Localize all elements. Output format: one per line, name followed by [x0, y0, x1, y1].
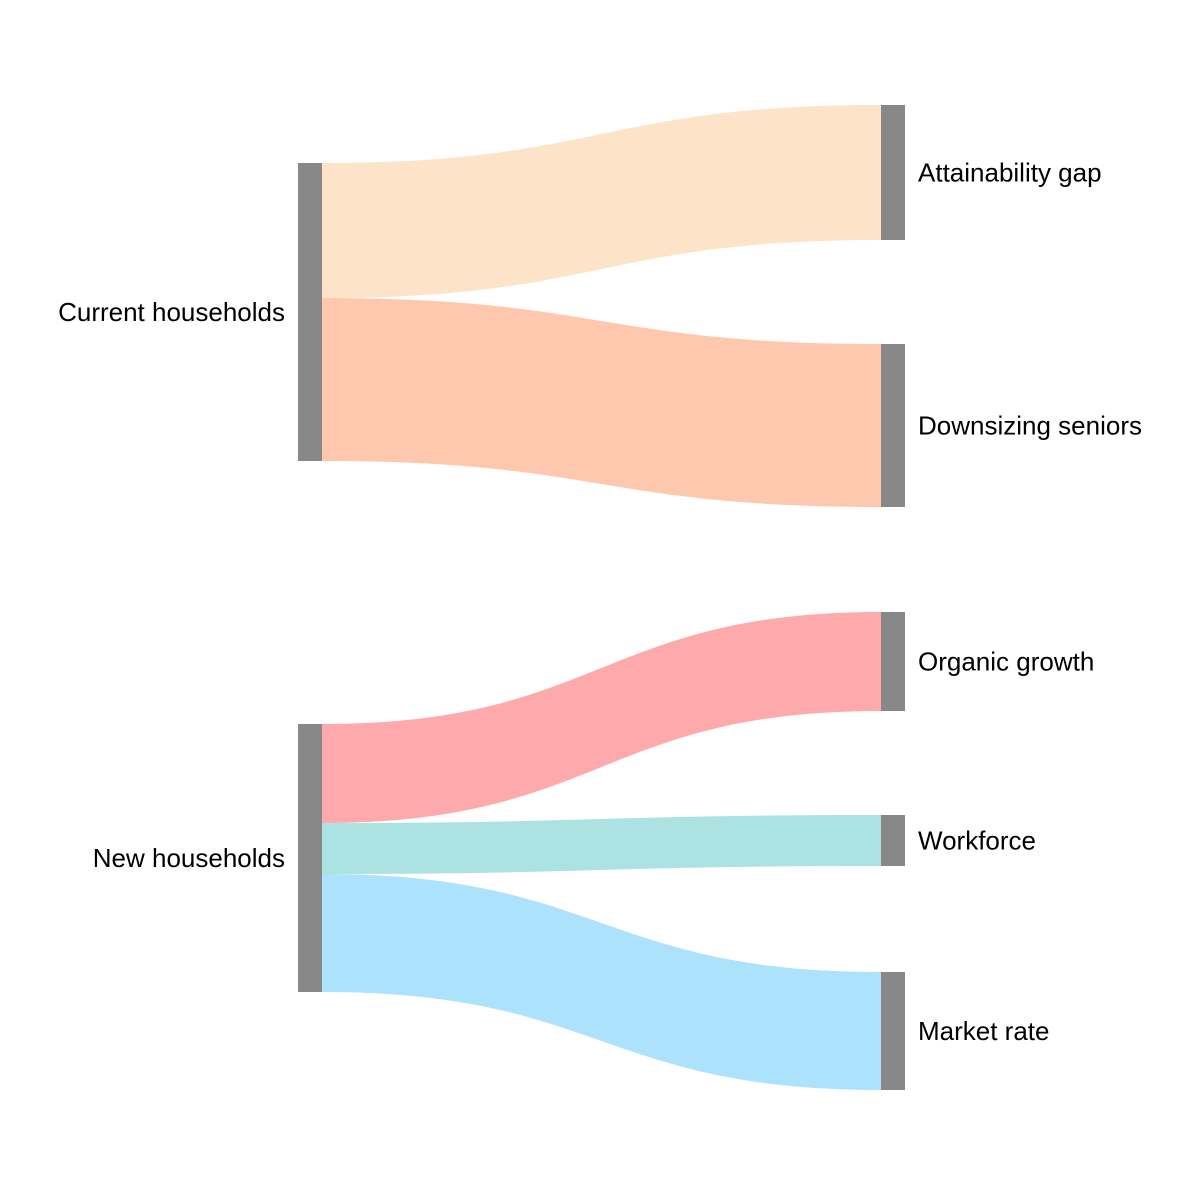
link-new-to-market	[322, 874, 881, 1090]
node-label-organic: Organic growth	[918, 647, 1094, 677]
nodes-layer	[298, 105, 905, 1090]
node-organic	[881, 612, 905, 711]
node-attain	[881, 105, 905, 240]
links-layer	[322, 105, 881, 1090]
node-new	[298, 724, 322, 992]
node-down	[881, 344, 905, 507]
labels-layer: Current households New households Attainab…	[58, 158, 1142, 1047]
node-label-attain: Attainability gap	[918, 158, 1102, 188]
link-new-to-work	[322, 815, 881, 874]
node-market	[881, 972, 905, 1090]
node-label-work: Workforce	[918, 826, 1036, 856]
link-current-to-down	[322, 298, 881, 507]
node-label-current: Current households	[58, 297, 285, 327]
link-current-to-attain	[322, 105, 881, 298]
node-label-down: Downsizing seniors	[918, 411, 1142, 441]
node-label-market: Market rate	[918, 1016, 1050, 1046]
node-current	[298, 163, 322, 461]
link-new-to-organic	[322, 612, 881, 823]
node-label-new: New households	[93, 843, 285, 873]
node-work	[881, 815, 905, 866]
